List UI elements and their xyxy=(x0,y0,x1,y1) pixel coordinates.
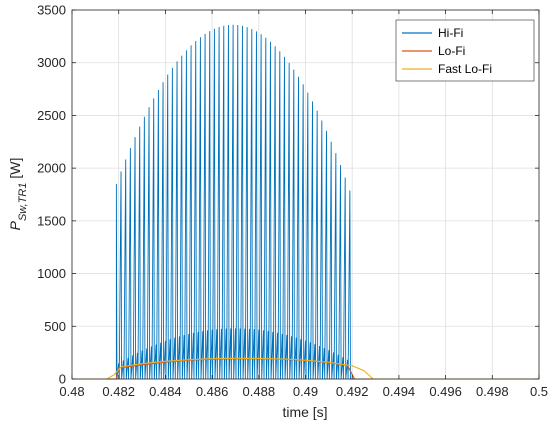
ticks xyxy=(71,9,540,380)
y-tick-label: 500 xyxy=(44,319,66,334)
x-tick-label: 0.48 xyxy=(59,384,84,399)
x-tick-label: 0.496 xyxy=(429,384,462,399)
x-axis-label: time [s] xyxy=(282,404,327,420)
y-tick-label: 3500 xyxy=(37,3,66,18)
x-tick-label: 0.488 xyxy=(243,384,276,399)
x-tick-label: 0.484 xyxy=(149,384,182,399)
y-tick-label: 1000 xyxy=(37,266,66,281)
y-tick-label: 2000 xyxy=(37,161,66,176)
y-tick-labels: 0 500 1000 1500 2000 2500 3000 3500 xyxy=(37,3,66,387)
x-tick-label: 0.498 xyxy=(476,384,509,399)
x-tick-label: 0.492 xyxy=(336,384,369,399)
legend: Hi-Fi Lo-Fi Fast Lo-Fi xyxy=(395,19,535,82)
y-tick-label: 0 xyxy=(59,372,66,387)
y-axis-label: PSw,TR1 [W] xyxy=(7,158,29,231)
y-axis-label-unit: [W] xyxy=(7,158,23,183)
series-line-fast-lo-fi xyxy=(72,357,539,380)
x-tick-label: 0.5 xyxy=(530,384,548,399)
series-layer xyxy=(72,24,539,380)
y-tick-label: 3000 xyxy=(37,55,66,70)
legend-label: Hi-Fi xyxy=(438,26,463,40)
x-tick-labels: 0.48 0.482 0.484 0.486 0.488 0.49 0.492 0.494 0.… xyxy=(59,384,548,399)
x-tick-label: 0.486 xyxy=(196,384,229,399)
y-axis-label-main: P xyxy=(7,220,23,230)
legend-label: Fast Lo-Fi xyxy=(438,62,492,76)
y-axis-label-subscript: Sw,TR1 xyxy=(17,183,29,222)
legend-label: Lo-Fi xyxy=(438,44,465,58)
y-tick-label: 1500 xyxy=(37,213,66,228)
x-tick-label: 0.49 xyxy=(293,384,318,399)
series-line-hi-fi xyxy=(72,24,539,380)
y-tick-label: 2500 xyxy=(37,108,66,123)
x-tick-label: 0.482 xyxy=(102,384,135,399)
x-tick-label: 0.494 xyxy=(383,384,416,399)
